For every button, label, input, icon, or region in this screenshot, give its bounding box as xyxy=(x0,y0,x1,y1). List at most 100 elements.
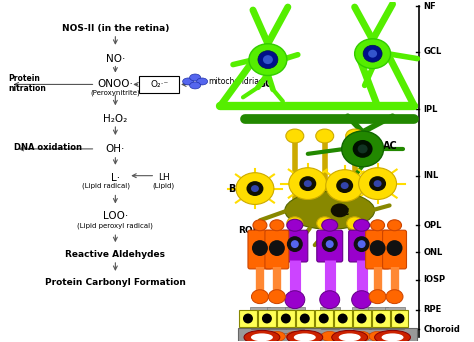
Ellipse shape xyxy=(197,78,208,85)
Circle shape xyxy=(281,314,291,324)
Ellipse shape xyxy=(374,330,410,342)
Ellipse shape xyxy=(316,129,334,143)
Ellipse shape xyxy=(322,219,337,231)
FancyBboxPatch shape xyxy=(282,230,308,262)
Text: NF: NF xyxy=(423,2,436,11)
Text: IOSP: IOSP xyxy=(423,275,446,284)
Ellipse shape xyxy=(326,170,364,201)
Ellipse shape xyxy=(332,330,368,342)
Text: mitochondria: mitochondria xyxy=(208,77,259,86)
FancyBboxPatch shape xyxy=(267,306,287,336)
Circle shape xyxy=(262,314,272,324)
Ellipse shape xyxy=(358,144,368,153)
Ellipse shape xyxy=(285,291,305,308)
Ellipse shape xyxy=(382,333,403,341)
FancyBboxPatch shape xyxy=(238,328,418,342)
Text: ONL: ONL xyxy=(423,248,443,256)
Circle shape xyxy=(394,314,404,324)
FancyBboxPatch shape xyxy=(372,310,390,327)
Ellipse shape xyxy=(287,330,323,342)
Ellipse shape xyxy=(363,45,382,62)
Ellipse shape xyxy=(258,51,278,68)
Ellipse shape xyxy=(339,333,361,341)
Circle shape xyxy=(287,236,303,252)
Text: HC: HC xyxy=(335,208,349,217)
Ellipse shape xyxy=(374,180,382,187)
Circle shape xyxy=(337,314,347,324)
Ellipse shape xyxy=(353,331,370,341)
Circle shape xyxy=(387,240,402,256)
Ellipse shape xyxy=(369,290,386,304)
Text: Reactive Aldehydes: Reactive Aldehydes xyxy=(65,250,165,259)
Text: (Lipid peroxyl radical): (Lipid peroxyl radical) xyxy=(77,222,153,229)
Circle shape xyxy=(319,314,329,324)
Circle shape xyxy=(358,240,365,248)
FancyBboxPatch shape xyxy=(384,306,404,336)
FancyBboxPatch shape xyxy=(320,306,340,336)
FancyBboxPatch shape xyxy=(315,310,333,327)
Ellipse shape xyxy=(321,331,338,341)
Ellipse shape xyxy=(249,44,287,76)
Ellipse shape xyxy=(368,50,377,58)
Ellipse shape xyxy=(294,333,316,341)
Text: RPE: RPE xyxy=(423,305,442,314)
Ellipse shape xyxy=(299,176,316,191)
Text: ROD: ROD xyxy=(238,226,260,235)
FancyBboxPatch shape xyxy=(368,306,388,336)
Text: (Lipid): (Lipid) xyxy=(152,183,174,189)
Text: LH: LH xyxy=(158,173,170,182)
FancyBboxPatch shape xyxy=(365,230,390,269)
Text: Protein
nitration: Protein nitration xyxy=(9,74,46,93)
Ellipse shape xyxy=(346,129,364,143)
Ellipse shape xyxy=(251,333,273,341)
Ellipse shape xyxy=(353,140,373,158)
Ellipse shape xyxy=(268,331,285,341)
Ellipse shape xyxy=(182,78,193,85)
FancyBboxPatch shape xyxy=(334,310,352,327)
Ellipse shape xyxy=(388,220,401,231)
Circle shape xyxy=(356,314,366,324)
Circle shape xyxy=(326,240,334,248)
Ellipse shape xyxy=(286,331,303,341)
FancyBboxPatch shape xyxy=(353,310,371,327)
FancyBboxPatch shape xyxy=(248,230,272,269)
Text: NOS-II (in the retina): NOS-II (in the retina) xyxy=(62,24,169,33)
Text: GCL: GCL xyxy=(423,47,442,56)
Circle shape xyxy=(291,240,299,248)
Ellipse shape xyxy=(369,331,386,341)
Text: H₂O₂: H₂O₂ xyxy=(103,114,128,124)
FancyBboxPatch shape xyxy=(277,310,295,327)
Circle shape xyxy=(252,240,268,256)
Ellipse shape xyxy=(359,168,397,199)
FancyBboxPatch shape xyxy=(383,230,407,269)
Text: AC: AC xyxy=(383,141,397,151)
Ellipse shape xyxy=(320,291,340,308)
Text: DNA oxidation: DNA oxidation xyxy=(14,143,82,153)
Text: GC: GC xyxy=(258,79,273,90)
Circle shape xyxy=(375,314,385,324)
Circle shape xyxy=(354,236,370,252)
Ellipse shape xyxy=(386,331,403,341)
Ellipse shape xyxy=(352,291,372,308)
Ellipse shape xyxy=(355,39,391,68)
Ellipse shape xyxy=(246,181,264,196)
Ellipse shape xyxy=(270,220,284,231)
Text: CONE: CONE xyxy=(365,248,393,256)
Ellipse shape xyxy=(341,182,349,189)
Ellipse shape xyxy=(304,180,312,187)
Ellipse shape xyxy=(342,131,383,167)
Circle shape xyxy=(322,236,337,252)
Text: NO·: NO· xyxy=(106,54,125,64)
Ellipse shape xyxy=(286,129,304,143)
Ellipse shape xyxy=(251,185,259,192)
Text: IPL: IPL xyxy=(423,105,438,114)
FancyBboxPatch shape xyxy=(391,310,409,327)
Circle shape xyxy=(243,314,253,324)
FancyBboxPatch shape xyxy=(239,310,257,327)
Text: (Peroxynitrite): (Peroxynitrite) xyxy=(91,89,140,96)
Text: Choroid: Choroid xyxy=(423,325,460,334)
Ellipse shape xyxy=(252,290,268,304)
Ellipse shape xyxy=(236,173,274,205)
FancyBboxPatch shape xyxy=(250,306,270,336)
Ellipse shape xyxy=(289,168,327,199)
